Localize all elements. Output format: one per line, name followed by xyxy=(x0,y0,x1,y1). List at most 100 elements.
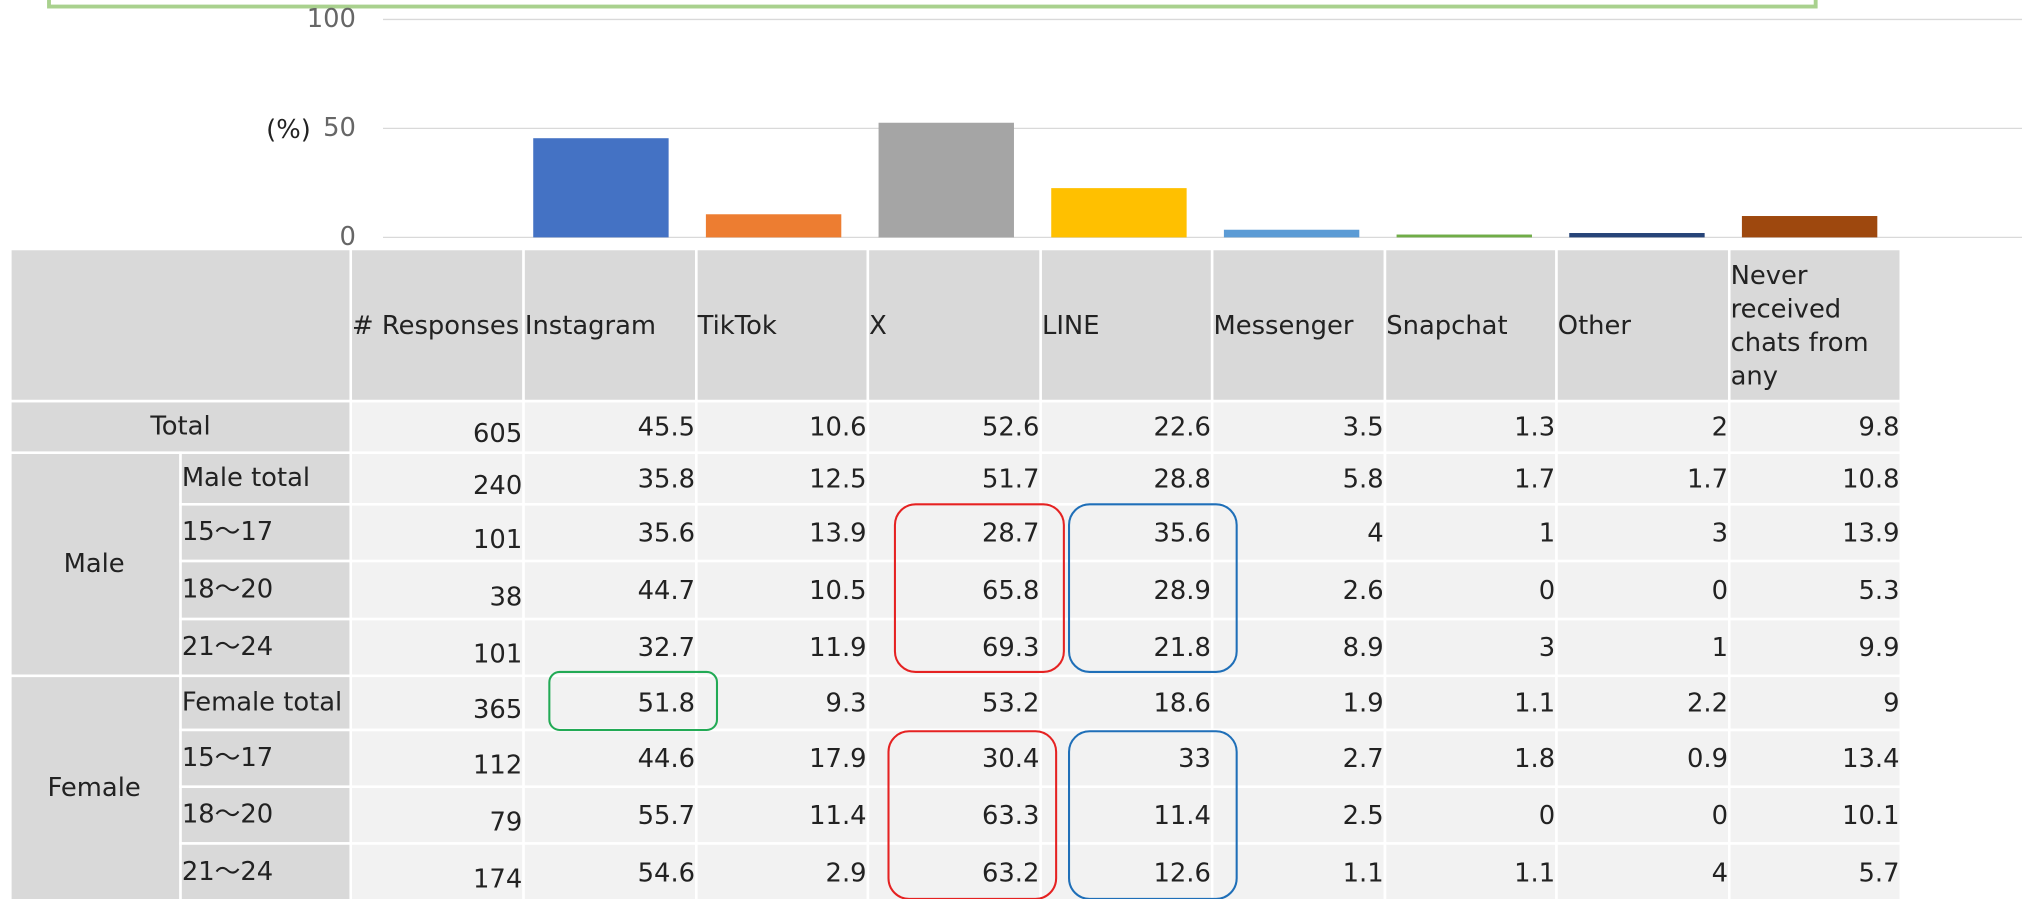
cell xyxy=(1210,785,1387,845)
cell-value: 9.3 xyxy=(826,689,867,719)
cell-value: 9.8 xyxy=(1858,413,1899,443)
bar xyxy=(533,138,669,238)
cell xyxy=(1555,617,1731,678)
row-label: Total xyxy=(149,411,210,441)
group-label: Male xyxy=(64,549,125,579)
column-header: Messenger xyxy=(1213,310,1353,341)
cell-value: 1.1 xyxy=(1514,689,1555,719)
cell-value: 22.6 xyxy=(1153,413,1210,443)
bar xyxy=(1396,234,1532,238)
cell-value: 2 xyxy=(1712,413,1728,443)
column-header: LINE xyxy=(1042,310,1100,341)
cell-value: 18.6 xyxy=(1153,689,1210,719)
highlight-box xyxy=(1067,503,1238,673)
cell-value: 53.2 xyxy=(982,689,1039,719)
cell-value: 1 xyxy=(1712,633,1728,663)
cell-value: 1 xyxy=(1539,518,1555,548)
column-header-text: Snapchat xyxy=(1386,309,1508,341)
cell xyxy=(349,728,525,789)
cell xyxy=(522,559,698,621)
cell-value: 30.4 xyxy=(982,744,1039,774)
cell-value: 1.7 xyxy=(1687,464,1728,494)
cell-value: 44.7 xyxy=(638,576,695,606)
cell xyxy=(866,503,1042,563)
cell-value: 38 xyxy=(489,582,522,612)
cell-value: 5.3 xyxy=(1858,576,1899,606)
cell xyxy=(695,247,870,403)
cell-value: 63.2 xyxy=(982,858,1039,888)
cell-value: 0 xyxy=(1539,801,1555,831)
column-header-text: Never received chats from any xyxy=(1730,259,1869,391)
cell xyxy=(1039,674,1214,732)
cell xyxy=(522,399,698,455)
cell-value: 9 xyxy=(1883,689,1899,719)
cell xyxy=(1727,842,1903,899)
cell xyxy=(1555,451,1731,506)
cell xyxy=(1383,617,1558,678)
cell xyxy=(179,559,353,621)
row-label: 18～20 xyxy=(182,575,273,605)
cell-value: 0 xyxy=(1712,576,1728,606)
cell-value: 1.7 xyxy=(1514,464,1555,494)
cell xyxy=(9,674,182,899)
cell-value: 65.8 xyxy=(982,576,1039,606)
cell xyxy=(1727,559,1903,621)
cell-value: 3 xyxy=(1539,633,1555,663)
cell xyxy=(349,559,525,621)
cell xyxy=(1555,399,1731,455)
bar xyxy=(1741,216,1878,238)
column-header: Other xyxy=(1558,310,1631,341)
bar xyxy=(1051,188,1187,238)
cell xyxy=(1555,503,1731,563)
cell-value: 4 xyxy=(1712,858,1728,888)
y-tick-label: 0 xyxy=(340,222,356,252)
cell-value: 10.5 xyxy=(809,576,866,606)
cell-value: 365 xyxy=(473,695,522,725)
bar xyxy=(878,122,1014,238)
cell xyxy=(1727,451,1903,506)
cell xyxy=(1727,503,1903,563)
cell xyxy=(349,842,525,899)
cell xyxy=(1210,247,1387,403)
column-header-text: TikTok xyxy=(697,309,777,341)
cell-value: 11.4 xyxy=(1153,801,1210,831)
cell xyxy=(1555,842,1731,899)
cell xyxy=(1727,785,1903,845)
cell xyxy=(522,674,698,732)
cell xyxy=(1383,785,1558,845)
cell xyxy=(349,399,525,455)
cell xyxy=(1210,674,1387,732)
cell xyxy=(1555,559,1731,621)
row-label: 15～17 xyxy=(182,743,273,773)
cell xyxy=(1727,247,1903,403)
cell-value: 1.1 xyxy=(1514,858,1555,888)
cell xyxy=(349,674,525,732)
cell xyxy=(179,674,353,732)
cell xyxy=(522,451,698,506)
cell-value: 35.8 xyxy=(638,464,695,494)
cell xyxy=(695,559,870,621)
column-header: # Responses xyxy=(352,310,519,341)
highlight-box xyxy=(893,503,1065,673)
cell-value: 3 xyxy=(1712,518,1728,548)
cell-value: 2.2 xyxy=(1687,689,1728,719)
column-header: X xyxy=(869,310,887,341)
cell-value: 17.9 xyxy=(809,744,866,774)
table: # Responses Instagram TikTok X LINE Messenger… xyxy=(9,247,1903,899)
cell-value: 174 xyxy=(473,865,522,895)
cell xyxy=(866,247,1042,403)
cell-value: 1.1 xyxy=(1343,858,1384,888)
cell xyxy=(1727,674,1903,732)
cell xyxy=(1727,728,1903,789)
cell-value: 0 xyxy=(1712,801,1728,831)
row-label: Male total xyxy=(182,463,310,493)
highlight-box xyxy=(548,670,719,732)
y-tick-label: 100 xyxy=(307,4,356,34)
row-label: 21～24 xyxy=(182,632,273,662)
cell-value: 12.6 xyxy=(1153,858,1210,888)
cell xyxy=(1383,503,1558,563)
cell xyxy=(1555,785,1731,845)
cell-value: 8.9 xyxy=(1343,633,1384,663)
cell-value: 28.9 xyxy=(1153,576,1210,606)
